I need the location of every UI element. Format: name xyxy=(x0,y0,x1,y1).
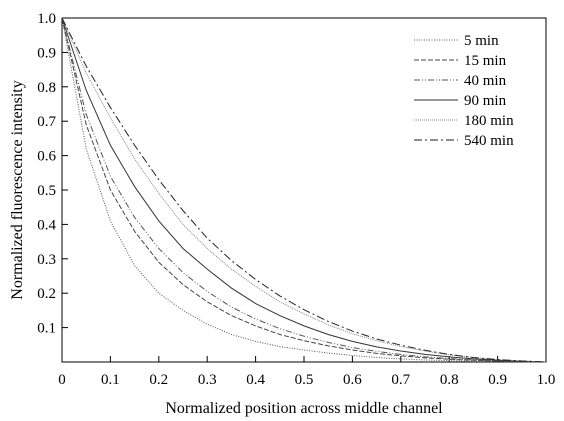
series-line-5-min xyxy=(61,17,546,363)
series-line-540-min xyxy=(61,17,547,363)
series-line-40-min xyxy=(61,17,547,363)
y-tick-label: 1.0 xyxy=(37,11,56,27)
legend-label: 15 min xyxy=(464,53,507,69)
x-axis-label: Normalized position across middle channe… xyxy=(165,400,443,417)
x-tick-label: 0.2 xyxy=(149,372,168,388)
x-tick-label: 0.3 xyxy=(198,372,217,388)
legend: 5 min 15 min 40 min 90 min 180 min 540 min xyxy=(414,33,514,149)
y-tick-label: 0.2 xyxy=(37,286,56,302)
x-tick-label: 0.1 xyxy=(101,372,120,388)
legend-label: 180 min xyxy=(464,113,514,129)
x-tick-label: 0.8 xyxy=(440,372,459,388)
plot-frame xyxy=(61,17,547,363)
x-tick-label: 0.6 xyxy=(343,372,362,388)
y-tick-label: 0.6 xyxy=(37,149,56,165)
x-tick-label: 1.0 xyxy=(537,372,556,388)
legend-label: 90 min xyxy=(464,93,507,109)
plot-area xyxy=(61,17,547,363)
x-tick-label: 0.9 xyxy=(488,372,507,388)
series-line-15-min xyxy=(61,17,547,363)
y-tick-label: 0.9 xyxy=(37,45,56,61)
legend-label: 40 min xyxy=(464,73,507,89)
legend-label: 540 min xyxy=(464,133,514,149)
y-axis-label: Normalized fluorescence intensity xyxy=(9,80,26,299)
y-tick-label: 0.1 xyxy=(37,321,56,337)
legend-label: 5 min xyxy=(464,33,499,49)
y-tick-label: 0.7 xyxy=(37,114,56,130)
x-tick-label: 0.4 xyxy=(246,372,265,388)
x-axis-ticks: 0 0.1 0.2 0.3 0.4 0.5 0.6 0.7 0.8 0.9 1.0 xyxy=(58,356,555,388)
y-tick-label: 0.8 xyxy=(37,80,56,96)
x-tick-label: 0.5 xyxy=(295,372,314,388)
y-tick-label: 0.5 xyxy=(37,183,56,199)
series-line-90-min xyxy=(61,17,547,363)
x-tick-label: 0.7 xyxy=(391,372,410,388)
series-line-180-min xyxy=(61,17,547,363)
y-axis-ticks: 0.1 0.2 0.3 0.4 0.5 0.6 0.7 0.8 0.9 1.0 xyxy=(37,11,68,337)
y-tick-label: 0.3 xyxy=(37,252,56,268)
series-lines xyxy=(61,17,547,363)
y-tick-label: 0.4 xyxy=(37,217,56,233)
x-tick-label: 0 xyxy=(58,372,66,388)
